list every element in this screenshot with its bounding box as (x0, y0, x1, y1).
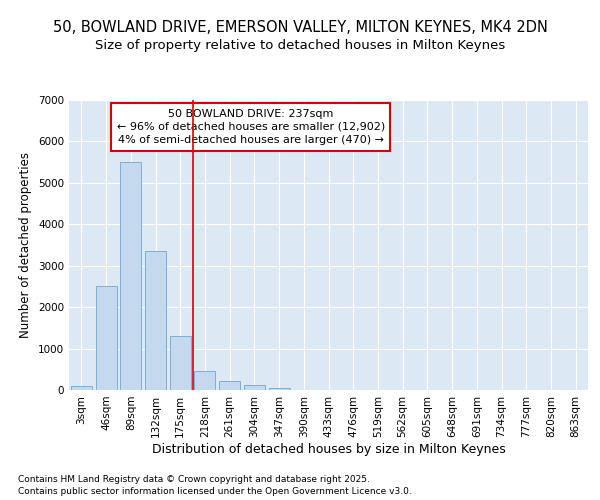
Text: Size of property relative to detached houses in Milton Keynes: Size of property relative to detached ho… (95, 38, 505, 52)
Text: Contains public sector information licensed under the Open Government Licence v3: Contains public sector information licen… (18, 486, 412, 496)
Text: Contains HM Land Registry data © Crown copyright and database right 2025.: Contains HM Land Registry data © Crown c… (18, 476, 370, 484)
Bar (170, 336, 191, 390)
Bar (95, 286, 116, 390)
X-axis label: Distribution of detached houses by size in Milton Keynes: Distribution of detached houses by size … (152, 442, 505, 456)
Text: 50, BOWLAND DRIVE, EMERSON VALLEY, MILTON KEYNES, MK4 2DN: 50, BOWLAND DRIVE, EMERSON VALLEY, MILTO… (53, 20, 547, 35)
Text: 50 BOWLAND DRIVE: 237sqm
← 96% of detached houses are smaller (12,902)
4% of sem: 50 BOWLAND DRIVE: 237sqm ← 96% of detach… (116, 108, 385, 145)
Bar (145, 251, 166, 390)
Bar (244, 386, 265, 390)
Bar (219, 381, 240, 390)
Bar (194, 372, 215, 390)
Y-axis label: Number of detached properties: Number of detached properties (19, 152, 32, 338)
Bar (71, 386, 92, 390)
Bar (120, 162, 141, 390)
Bar (269, 388, 290, 390)
